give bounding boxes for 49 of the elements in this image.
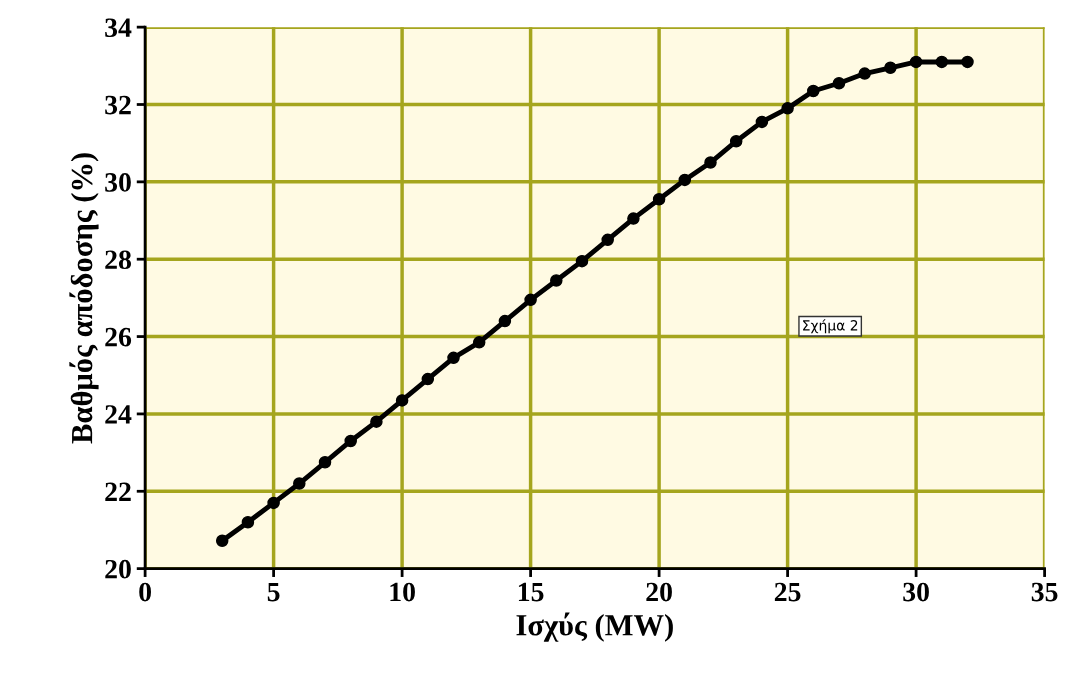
point: [524, 293, 537, 307]
x-tick-label: 35: [1031, 582, 1058, 602]
x-tick-label: 0: [139, 582, 151, 602]
y-tick-label: 28: [105, 250, 131, 270]
point: [293, 477, 306, 490]
x-tick-label: 10: [390, 582, 415, 602]
point: [678, 173, 692, 187]
point: [781, 102, 794, 115]
x-tick-label: 20: [646, 582, 672, 602]
point: [421, 372, 435, 386]
y-tick-label: 24: [105, 405, 132, 424]
point: [550, 274, 563, 287]
point: [498, 314, 512, 328]
y-tick-label: 32: [105, 95, 131, 115]
y-tick-label: 22: [105, 482, 131, 501]
x-tick-label: 15: [518, 582, 544, 602]
point: [447, 351, 460, 365]
point: [344, 434, 357, 448]
point: [729, 134, 743, 148]
point: [472, 336, 486, 349]
point: [395, 394, 409, 407]
point: [704, 156, 717, 169]
point: [884, 61, 897, 75]
x-axis-title: Ισχύς (MW): [516, 612, 673, 642]
x-tick-label: 30: [903, 582, 929, 602]
point: [755, 115, 769, 129]
point: [241, 515, 255, 529]
point: [807, 84, 820, 98]
point: [858, 67, 871, 80]
point: [935, 55, 949, 69]
point: [627, 212, 640, 225]
point: [652, 193, 666, 206]
y-tick-label: 20: [105, 559, 131, 579]
point: [575, 254, 589, 268]
x-tick-label: 25: [774, 582, 801, 602]
point: [370, 415, 383, 428]
point: [215, 534, 229, 548]
point: [267, 496, 280, 510]
annotation: Σχήμα 2: [803, 319, 858, 334]
point: [601, 233, 614, 247]
y-tick-label: 34: [105, 18, 132, 38]
y-axis-title: Βαθμός απόδοσης (%): [69, 153, 99, 444]
y-tick-label: 26: [105, 327, 132, 347]
point: [832, 76, 846, 90]
y-tick-label: 30: [105, 173, 131, 192]
x-tick-label: 5: [267, 582, 280, 602]
point: [318, 456, 332, 469]
point: [909, 55, 923, 69]
point: [961, 55, 974, 69]
